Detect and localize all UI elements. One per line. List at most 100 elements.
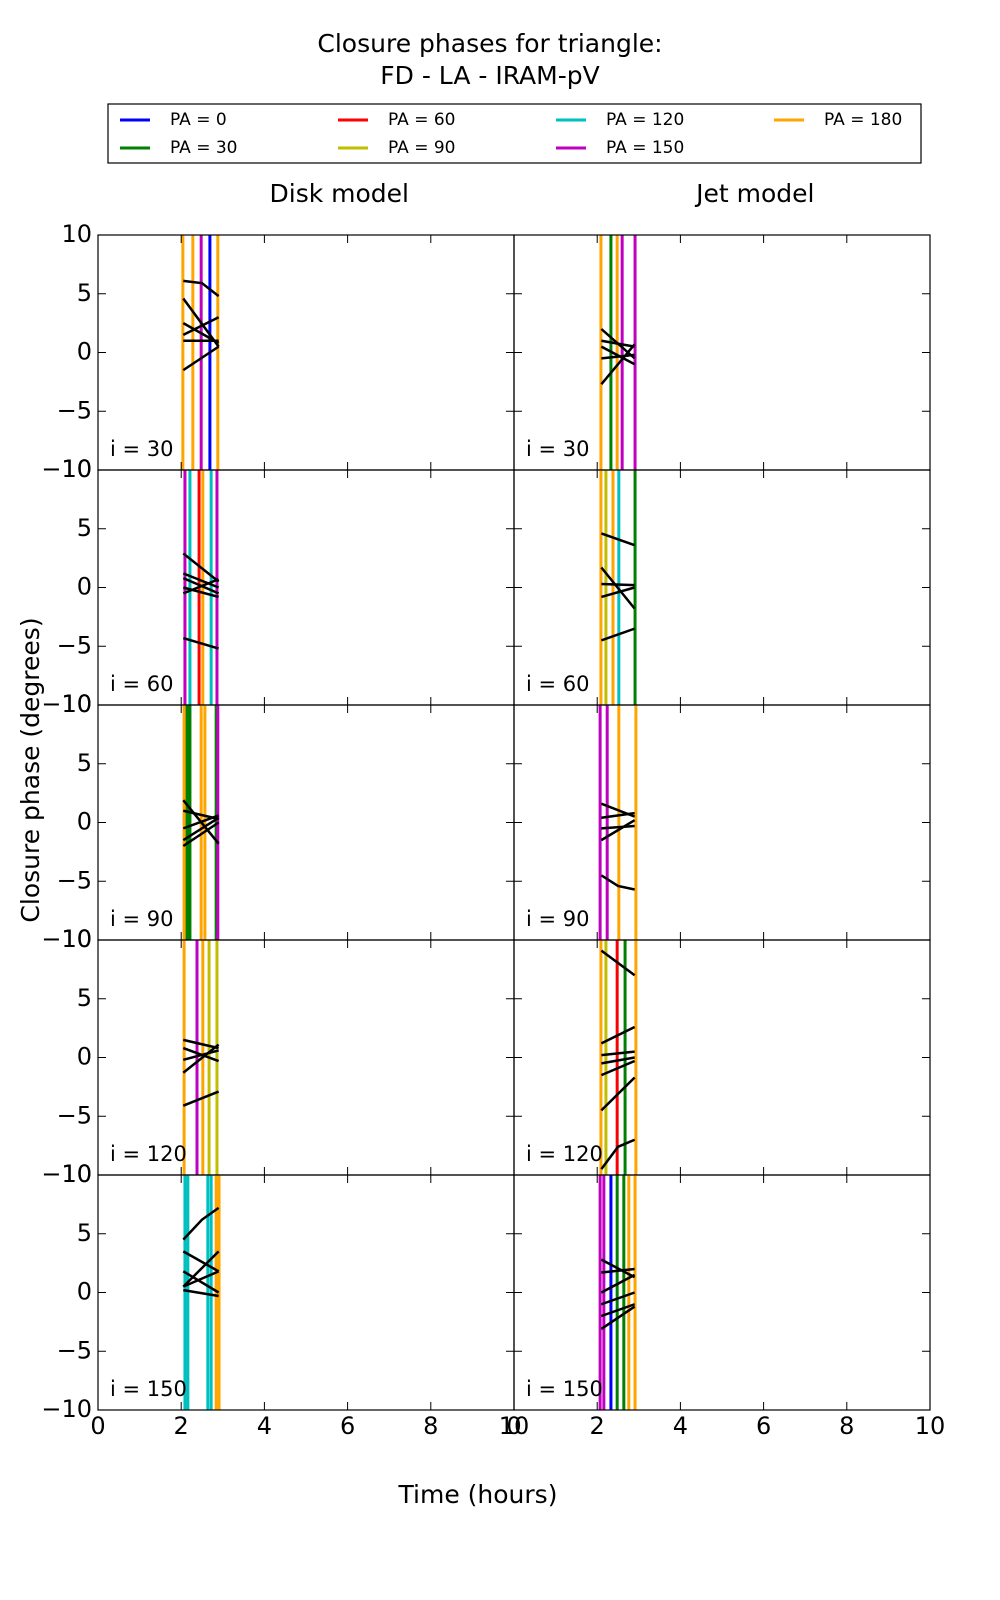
panel-label: i = 90 (526, 907, 590, 931)
y-tick-label: 5 (77, 749, 92, 777)
y-tick-label: 10 (61, 220, 92, 248)
panel-label: i = 150 (110, 1377, 187, 1401)
panel-label: i = 120 (110, 1142, 187, 1166)
closure-curve (182, 578, 220, 595)
x-tick-label: 2 (174, 1412, 189, 1440)
chart-title: Closure phases for triangle: (317, 29, 662, 58)
x-tick-label: 6 (756, 1412, 771, 1440)
panel-frame (513, 939, 931, 1176)
closure-curve (600, 1076, 636, 1112)
closure-curve (601, 1050, 635, 1057)
closure-curve (601, 339, 635, 348)
closure-curve (600, 1303, 636, 1318)
panel-frame (513, 469, 931, 706)
y-tick-label: −5 (57, 631, 92, 659)
y-tick-label: 10 (61, 690, 92, 718)
x-tick-label: 4 (673, 1412, 688, 1440)
y-tick-label: −10 (41, 455, 92, 483)
closure-curve (182, 816, 220, 842)
closure-curve (600, 1059, 636, 1077)
closure-curve (600, 1305, 636, 1330)
panel-label: i = 120 (526, 1142, 603, 1166)
closure-curve (183, 1288, 219, 1298)
legend-label: PA = 30 (170, 138, 237, 158)
closure-curve (182, 1038, 219, 1050)
closure-curve (600, 819, 636, 842)
y-tick-label: −5 (57, 1336, 92, 1364)
closure-curve (601, 824, 635, 830)
x-tick-label: 8 (423, 1412, 438, 1440)
closure-curve (182, 586, 219, 599)
y-tick-label: 0 (77, 1278, 92, 1306)
y-tick-label: −10 (41, 1395, 92, 1423)
closure-curve (182, 636, 219, 650)
closure-curve (601, 811, 635, 820)
panel-frame (513, 234, 931, 471)
panel-frame (97, 704, 515, 941)
closure-curve (182, 572, 220, 589)
legend-box (107, 103, 922, 164)
y-axis-label: Closure phase (degrees) (16, 617, 45, 922)
y-tick-label: −5 (57, 866, 92, 894)
panel-frame (97, 939, 515, 1176)
closure-curve (182, 552, 220, 583)
closure-curve (182, 1270, 220, 1294)
legend-label: PA = 180 (824, 110, 902, 130)
y-tick-label: 5 (77, 984, 92, 1012)
x-tick-label: 0 (506, 1412, 521, 1440)
legend-label: PA = 120 (606, 110, 684, 130)
panel-label: i = 60 (110, 672, 174, 696)
closure-curve (182, 1049, 219, 1062)
panel-frame (513, 704, 931, 941)
y-tick-label: 10 (61, 1160, 92, 1188)
legend-label: PA = 60 (388, 110, 455, 130)
closure-curve (183, 279, 220, 298)
closure-curve (182, 1043, 220, 1074)
closure-curve (601, 586, 635, 599)
panel-label: i = 30 (526, 437, 590, 461)
closure-curve (601, 353, 635, 360)
closure-curve (601, 1267, 635, 1274)
x-tick-label: 0 (90, 1412, 105, 1440)
panel-frame (97, 469, 515, 706)
closure-curve (601, 1056, 635, 1065)
y-tick-label: −5 (57, 1101, 92, 1129)
panel-label: i = 90 (110, 907, 174, 931)
x-tick-label: 2 (590, 1412, 605, 1440)
closure-curve (182, 1250, 220, 1273)
y-tick-label: 0 (77, 808, 92, 836)
closure-curve (182, 1250, 220, 1288)
y-tick-label: 10 (61, 455, 92, 483)
legend-label: PA = 90 (388, 138, 455, 158)
y-tick-label: −10 (41, 925, 92, 953)
legend-label: PA = 150 (606, 138, 684, 158)
column-title: Jet model (694, 179, 814, 208)
closure-curve (600, 1025, 636, 1045)
x-tick-label: 10 (499, 1412, 530, 1440)
closure-curve (600, 1291, 636, 1306)
closure-curve (182, 1270, 220, 1288)
y-tick-label: 5 (77, 514, 92, 542)
closure-curve (182, 345, 220, 372)
x-tick-label: 4 (257, 1412, 272, 1440)
closure-curve (182, 316, 220, 336)
panel-frame (513, 1174, 931, 1411)
panel-label: i = 150 (526, 1377, 603, 1401)
closure-curve (600, 949, 636, 977)
x-tick-label: 6 (340, 1412, 355, 1440)
closure-curve (600, 627, 636, 642)
closure-curve (600, 566, 636, 610)
y-tick-label: 0 (77, 573, 92, 601)
y-tick-label: 0 (77, 1043, 92, 1071)
x-axis-label: Time (hours) (398, 1480, 558, 1509)
panel-label: i = 30 (110, 437, 174, 461)
closure-curve (182, 821, 220, 848)
y-tick-label: 10 (61, 925, 92, 953)
legend-label: PA = 0 (170, 110, 227, 130)
closure-curve (182, 814, 220, 830)
y-tick-label: −10 (41, 1160, 92, 1188)
closure-curve (600, 343, 636, 386)
y-tick-label: 0 (77, 338, 92, 366)
